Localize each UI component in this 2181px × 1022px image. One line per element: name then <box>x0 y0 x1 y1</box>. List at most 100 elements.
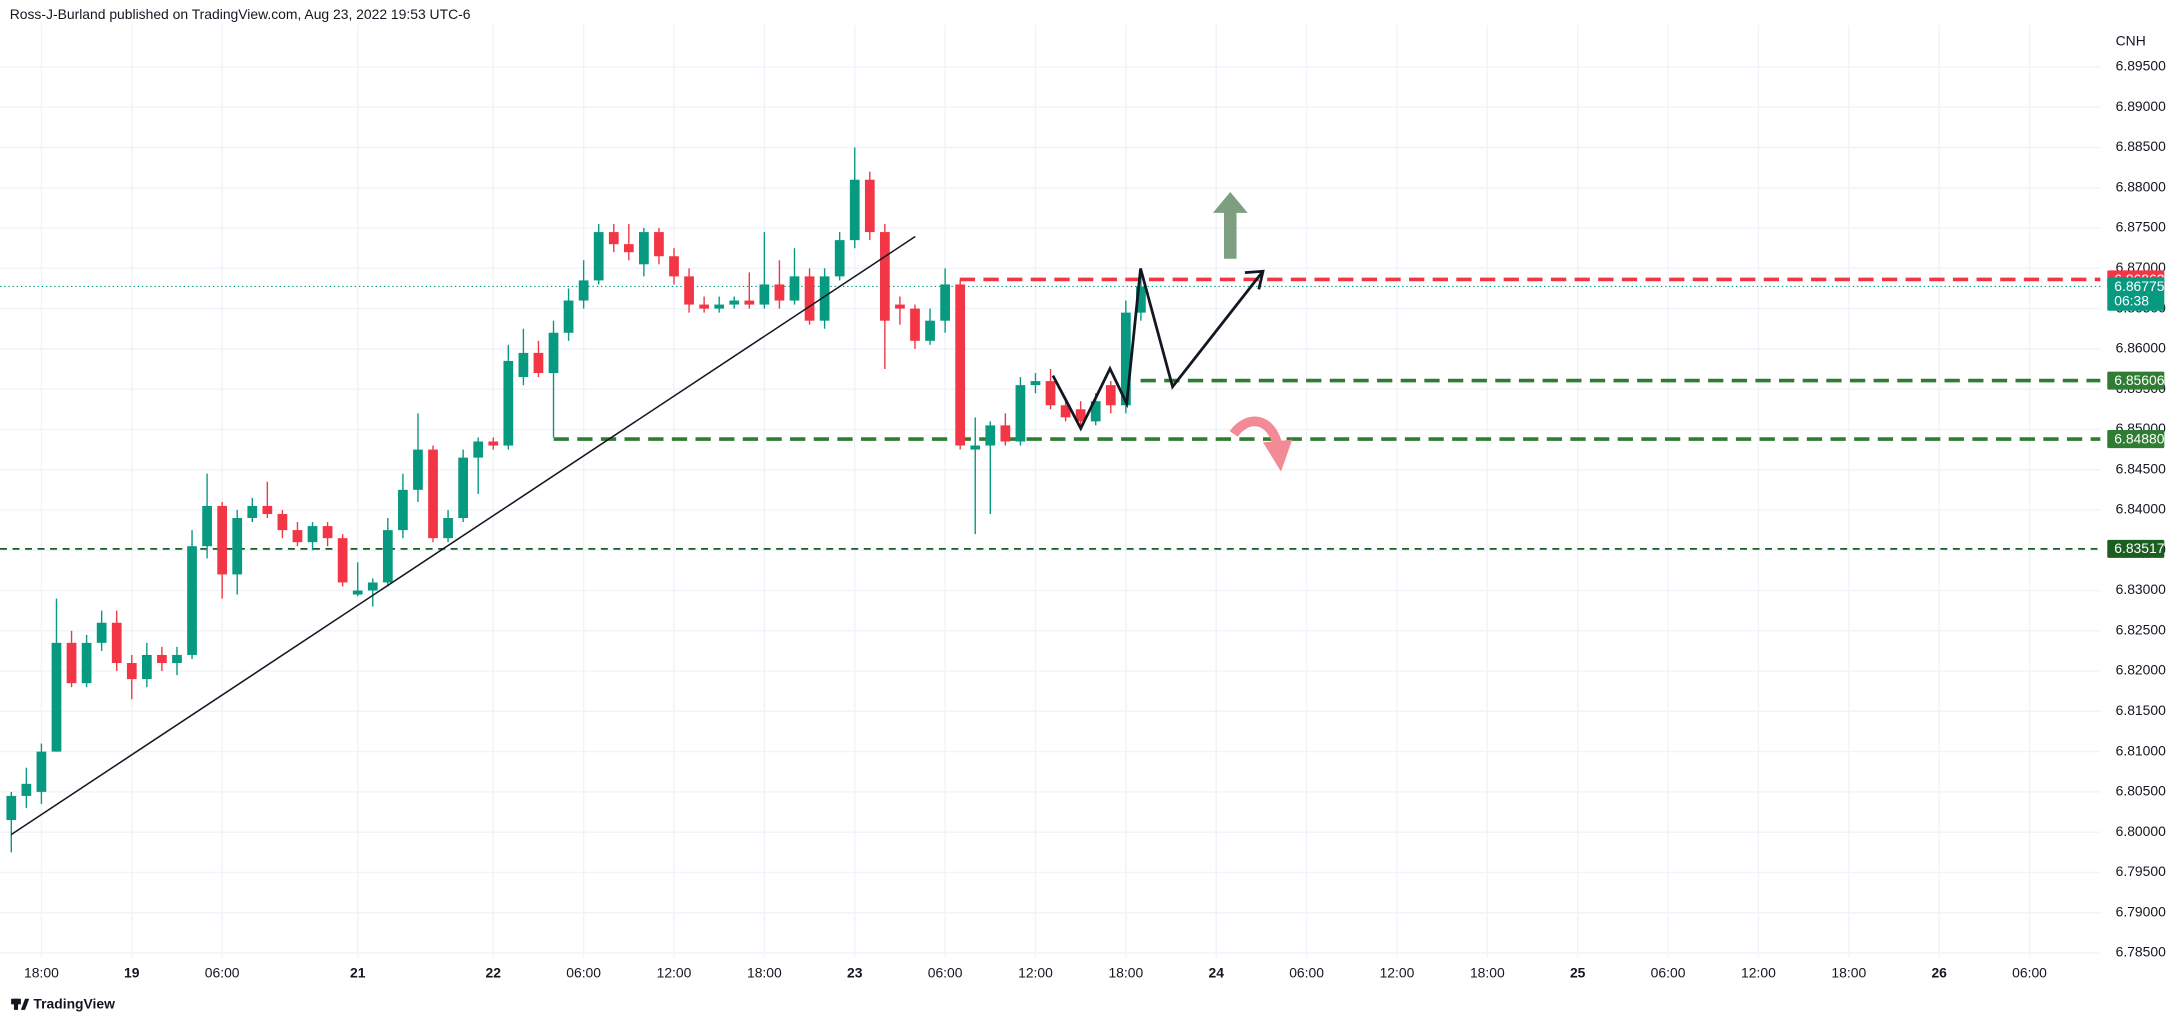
candle-body <box>111 622 122 664</box>
candle-body <box>398 489 408 531</box>
candle-body <box>654 232 664 257</box>
x-tick-label: 12:00 <box>1380 964 1415 980</box>
price-tag-label: 6.83517 <box>2114 540 2164 556</box>
logo-slant <box>20 998 30 1010</box>
candle-body <box>1045 381 1056 406</box>
candle-body <box>66 642 77 684</box>
x-tick-label: 18:00 <box>1831 964 1866 980</box>
candle-body <box>1030 381 1041 386</box>
x-tick-label: 06:00 <box>566 964 601 980</box>
candle-body <box>639 232 649 265</box>
candle-body <box>247 505 258 519</box>
candle-body <box>729 300 740 305</box>
candle-body <box>1000 425 1011 442</box>
candle-body <box>789 276 800 301</box>
countdown-label: 06:38 <box>2114 292 2149 308</box>
candle-body <box>970 445 981 450</box>
candle-body <box>819 276 830 321</box>
candle-body <box>985 425 996 446</box>
header-text: Ross-J-Burland published on TradingView.… <box>10 6 471 22</box>
brand-logo <box>11 998 30 1010</box>
candle-body <box>1060 405 1071 418</box>
price-tag <box>2107 371 2165 390</box>
y-tick-label: 6.89500 <box>2116 58 2166 74</box>
candle-body <box>1120 312 1131 406</box>
candle-body <box>96 622 107 643</box>
candles <box>6 147 1146 853</box>
candle-body <box>1105 385 1116 406</box>
current-price-tag <box>2107 277 2165 311</box>
candle-body <box>1015 385 1026 442</box>
current-price-label: 6.86775 <box>2114 278 2164 294</box>
candle-body <box>232 518 243 575</box>
x-tick-label: 18:00 <box>1108 964 1143 980</box>
candle-body <box>81 642 92 684</box>
candle-body <box>744 300 755 305</box>
candle-body <box>352 590 363 595</box>
x-tick-label: 06:00 <box>1651 964 1686 980</box>
drawings <box>10 191 1293 836</box>
candle-body <box>141 654 152 680</box>
y-tick-label: 6.84500 <box>2116 460 2166 476</box>
candle-body <box>593 232 604 281</box>
candle-body <box>533 352 544 374</box>
x-tick-label: 06:00 <box>2012 964 2047 980</box>
price-tag-label: 6.84880 <box>2114 430 2164 446</box>
candle-body <box>157 654 167 664</box>
candle-body <box>277 513 288 531</box>
candle-body <box>172 654 182 664</box>
y-tick-label: 6.79000 <box>2116 903 2166 919</box>
y-tick-label: 6.86000 <box>2116 340 2166 356</box>
x-tick-label: 25 <box>1570 964 1586 980</box>
y-tick-label: 6.80500 <box>2116 783 2166 799</box>
candle-body <box>217 505 228 575</box>
x-tick-label: 12:00 <box>657 964 692 980</box>
x-tick-label: 24 <box>1208 964 1224 980</box>
candle-body <box>458 457 469 519</box>
price-tag <box>2107 539 2165 558</box>
brand-name: TradingView <box>33 996 115 1012</box>
candle-body <box>36 751 47 792</box>
candle-body <box>759 284 770 305</box>
candle-body <box>925 320 935 341</box>
y-tick-label: 6.87500 <box>2116 219 2166 235</box>
y-tick-label: 6.88000 <box>2116 178 2166 194</box>
x-tick-label: 18:00 <box>1470 964 1505 980</box>
y-tick-label: 6.81000 <box>2116 742 2166 758</box>
candle-body <box>955 284 966 446</box>
price-tag-label: 6.85606 <box>2114 372 2164 388</box>
candle-body <box>488 441 499 446</box>
candle-body <box>563 300 574 333</box>
x-tick-label: 18:00 <box>24 964 59 980</box>
y-tick-label: 6.82500 <box>2116 621 2166 637</box>
y-tick-label: 6.83000 <box>2116 581 2166 597</box>
x-tick-label: 06:00 <box>928 964 963 980</box>
candle-body <box>292 530 303 543</box>
y-tick-label: 6.82000 <box>2116 662 2166 678</box>
candle-body <box>337 538 348 583</box>
y-tick-label: 6.80000 <box>2116 823 2166 839</box>
candle-body <box>518 352 529 378</box>
x-tick-label: 18:00 <box>747 964 782 980</box>
currency-label: CNH <box>2116 32 2146 48</box>
projection-path <box>1051 268 1265 432</box>
y-tick-label: 6.79500 <box>2116 863 2166 879</box>
projection-arrowhead <box>1244 269 1265 290</box>
candle-body <box>6 795 17 821</box>
candle-body <box>910 308 920 341</box>
levels <box>0 277 2101 550</box>
candle-body <box>262 505 273 514</box>
price-tag <box>2107 430 2165 449</box>
candle-body <box>382 530 393 583</box>
candle-body <box>1136 286 1146 313</box>
candle-body <box>608 232 619 245</box>
down-arrow-curve <box>1229 416 1282 445</box>
y-tick-label: 6.88500 <box>2116 138 2166 154</box>
candle-body <box>684 276 694 305</box>
candle-body <box>51 642 62 752</box>
trend-line <box>10 235 916 836</box>
candle-body <box>307 526 318 543</box>
candle-body <box>864 179 875 233</box>
